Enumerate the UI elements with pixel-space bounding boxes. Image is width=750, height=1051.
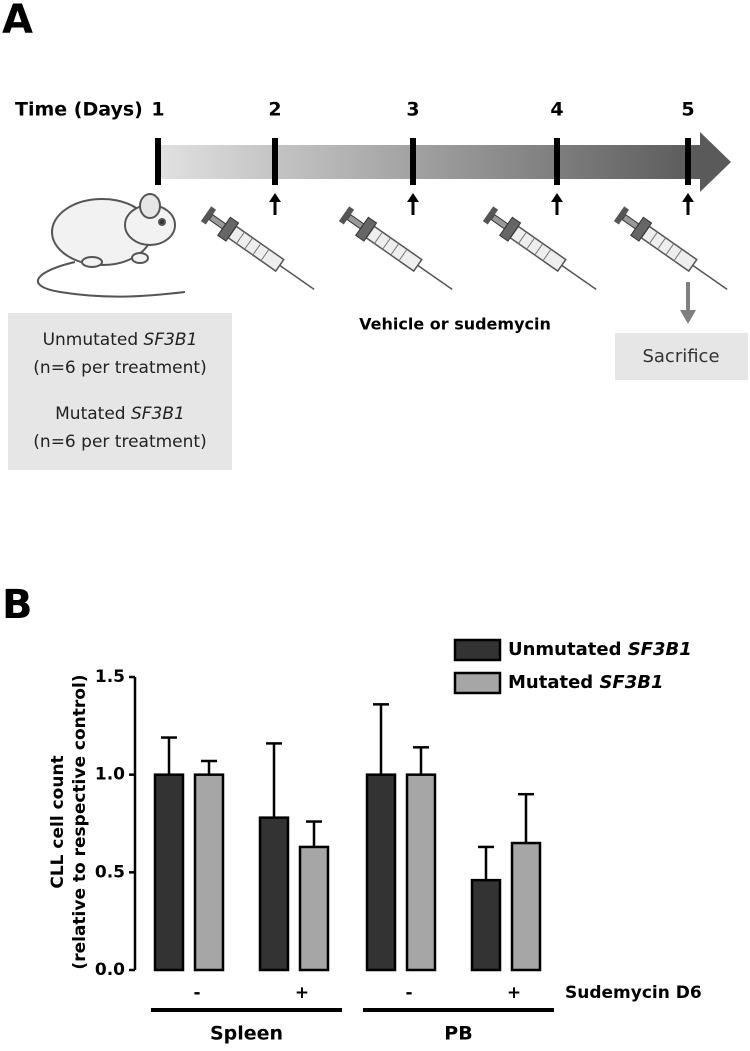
group-label: Unmutated SF3B1 xyxy=(43,330,198,350)
legend-swatch xyxy=(453,671,502,695)
syringe-icon xyxy=(336,203,460,300)
group-label: Mutated SF3B1 xyxy=(55,404,185,424)
injection-arrow-head xyxy=(682,193,694,202)
legend-swatch xyxy=(453,638,502,662)
bar xyxy=(258,816,290,972)
y-tick-label: 0.0 xyxy=(95,960,125,980)
legend-label: Mutated SF3B1 xyxy=(508,672,663,693)
x-tick-label: - xyxy=(193,983,200,1003)
group-label: Spleen xyxy=(210,1023,283,1045)
x-tick-label: + xyxy=(507,983,521,1003)
y-tick-label: 1.5 xyxy=(95,667,125,687)
bar xyxy=(405,773,437,972)
bar xyxy=(298,845,330,972)
bar xyxy=(153,773,185,972)
syringe-icon xyxy=(480,203,604,300)
day-tick xyxy=(155,138,161,185)
timeline xyxy=(155,145,700,179)
endpoint-box xyxy=(615,333,748,380)
group-label: (n=6 per treatment) xyxy=(33,358,206,378)
day-label: 4 xyxy=(550,99,563,121)
x-tick-label: - xyxy=(405,983,412,1003)
day-tick xyxy=(685,138,691,185)
panel-label: B xyxy=(2,582,33,628)
bar xyxy=(193,773,225,972)
y-tick-label: 1.0 xyxy=(95,765,125,785)
day-label: 2 xyxy=(268,99,281,121)
y-tick-label: 0.5 xyxy=(95,862,125,882)
treatment-label: Vehicle or sudemycin xyxy=(359,315,551,334)
y-axis-label: (relative to respective control) xyxy=(70,674,90,969)
day-label: 1 xyxy=(151,99,164,121)
day-tick xyxy=(410,138,416,185)
group-label: (n=6 per treatment) xyxy=(33,432,206,452)
groups: Unmutated SF3B1 (n=6 per treatment) Mutate… xyxy=(33,330,206,452)
injection-arrow-head xyxy=(551,193,563,202)
x-axis-label: Sudemycin D6 xyxy=(565,983,702,1003)
endpoint-label: Sacrifice xyxy=(642,346,719,367)
time-label: Time (Days) xyxy=(15,99,143,121)
x-tick-label: + xyxy=(295,983,309,1003)
day-tick xyxy=(554,138,560,185)
group-label: PB xyxy=(444,1023,472,1045)
syringe-icon xyxy=(198,203,322,300)
day-label: 5 xyxy=(681,99,694,121)
groups-box xyxy=(8,313,232,470)
legend-label: Unmutated SF3B1 xyxy=(508,639,692,660)
mouse-icon xyxy=(37,193,186,298)
y-axis-label: CLL cell count xyxy=(48,755,68,888)
injection-arrow-head xyxy=(269,193,281,202)
days: 1 2 3 4 5 xyxy=(151,99,735,300)
bar-chart: 0.0 0.5 1.0 1.5 CLL cell count (relative to r… xyxy=(48,638,702,1045)
bar xyxy=(365,773,397,972)
timeline-head xyxy=(700,132,731,192)
day-label: 3 xyxy=(406,99,419,121)
bar xyxy=(470,878,502,972)
injection-arrow-head xyxy=(407,193,419,202)
day-tick xyxy=(272,138,278,185)
panel-label: A xyxy=(2,0,33,43)
syringe-icon xyxy=(611,203,735,300)
arrow-head xyxy=(680,310,696,324)
bar xyxy=(510,841,542,972)
